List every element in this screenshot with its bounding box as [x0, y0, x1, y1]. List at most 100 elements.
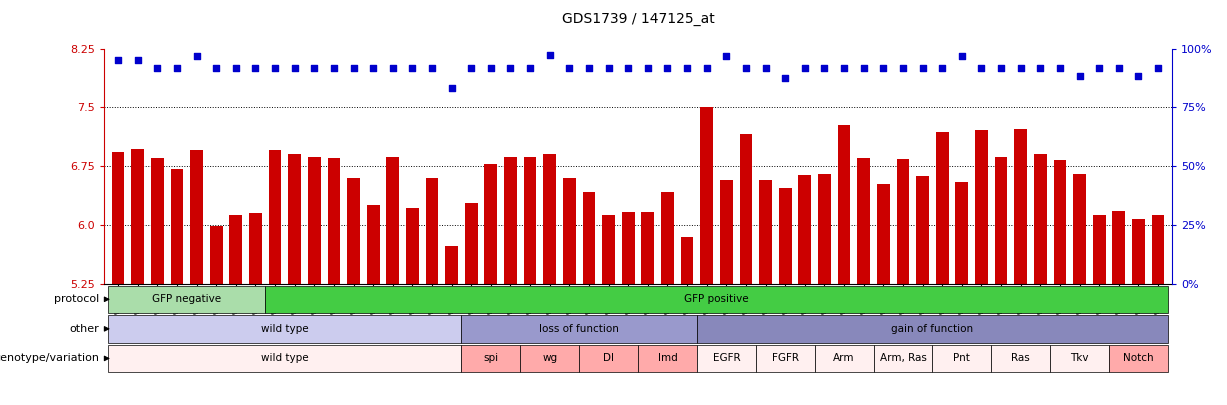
Bar — [799, 175, 811, 284]
Bar — [779, 188, 791, 284]
Bar — [112, 152, 124, 284]
Text: loss of function: loss of function — [539, 324, 620, 334]
Bar — [563, 178, 575, 284]
Bar — [1074, 174, 1086, 284]
Point — [147, 65, 167, 71]
Point — [167, 65, 187, 71]
Point — [775, 75, 795, 81]
Point — [658, 65, 677, 71]
Text: FGFR: FGFR — [772, 354, 799, 363]
Bar — [347, 178, 360, 284]
Point — [972, 65, 991, 71]
Bar — [151, 158, 163, 284]
Text: GFP positive: GFP positive — [685, 294, 748, 304]
Point — [756, 65, 775, 71]
Bar — [583, 192, 595, 284]
Point — [324, 65, 344, 71]
Point — [461, 65, 481, 71]
Bar — [524, 158, 536, 284]
Text: EGFR: EGFR — [713, 354, 740, 363]
Text: wild type: wild type — [261, 324, 309, 334]
Point — [383, 65, 402, 71]
Bar — [956, 182, 968, 284]
Point — [265, 65, 285, 71]
Bar — [1015, 129, 1027, 284]
Bar — [697, 345, 756, 372]
Bar — [1034, 153, 1047, 284]
Bar — [579, 345, 638, 372]
Bar — [367, 205, 379, 284]
Text: wg: wg — [542, 354, 557, 363]
Bar — [406, 207, 418, 284]
Bar — [1113, 211, 1125, 284]
Point — [736, 65, 756, 71]
Bar — [933, 345, 991, 372]
Bar — [544, 153, 556, 284]
Text: GDS1739 / 147125_at: GDS1739 / 147125_at — [562, 12, 714, 26]
Bar — [1054, 160, 1066, 284]
Bar — [308, 157, 320, 284]
Text: genotype/variation: genotype/variation — [0, 354, 99, 363]
Point — [579, 65, 599, 71]
Text: spi: spi — [483, 354, 498, 363]
Point — [1109, 65, 1129, 71]
Bar — [602, 215, 615, 284]
Point — [834, 65, 854, 71]
Bar — [991, 345, 1050, 372]
Text: Dl: Dl — [604, 354, 614, 363]
Point — [245, 65, 265, 71]
Point — [1090, 65, 1109, 71]
Bar — [975, 130, 988, 284]
Point — [304, 65, 324, 71]
Text: Ras: Ras — [1011, 354, 1029, 363]
Bar — [269, 150, 281, 284]
Point — [481, 65, 501, 71]
Bar — [1109, 345, 1168, 372]
Point — [520, 65, 540, 71]
Point — [952, 53, 972, 60]
Text: wild type: wild type — [261, 354, 309, 363]
Point — [226, 65, 245, 71]
Bar — [642, 212, 654, 284]
Bar — [897, 159, 909, 284]
Bar — [995, 158, 1007, 284]
Text: gain of function: gain of function — [891, 324, 973, 334]
Bar — [520, 345, 579, 372]
Bar — [461, 315, 697, 343]
Bar — [701, 107, 713, 284]
Point — [638, 65, 658, 71]
Bar — [874, 345, 933, 372]
Text: other: other — [69, 324, 99, 334]
Point — [599, 65, 618, 71]
Point — [442, 85, 461, 91]
Bar — [171, 169, 183, 284]
Bar — [936, 132, 948, 284]
Bar — [445, 246, 458, 284]
Point — [187, 53, 206, 60]
Point — [717, 53, 736, 60]
Bar — [249, 213, 261, 284]
Point — [854, 65, 874, 71]
Bar — [485, 164, 497, 284]
Point — [402, 65, 422, 71]
Point — [1129, 73, 1148, 79]
Text: Arm, Ras: Arm, Ras — [880, 354, 926, 363]
Bar — [697, 315, 1168, 343]
Text: Arm: Arm — [833, 354, 855, 363]
Bar — [426, 178, 438, 284]
Point — [991, 65, 1011, 71]
Bar — [877, 184, 890, 284]
Text: Pnt: Pnt — [953, 354, 971, 363]
Point — [874, 65, 893, 71]
Bar — [387, 157, 399, 284]
Text: GFP negative: GFP negative — [152, 294, 221, 304]
Point — [363, 65, 383, 71]
Bar — [461, 345, 520, 372]
Point — [501, 65, 520, 71]
Bar — [681, 237, 693, 284]
Bar — [740, 134, 752, 284]
Point — [285, 65, 304, 71]
Bar — [229, 215, 242, 284]
Point — [1070, 73, 1090, 79]
Point — [1011, 65, 1031, 71]
